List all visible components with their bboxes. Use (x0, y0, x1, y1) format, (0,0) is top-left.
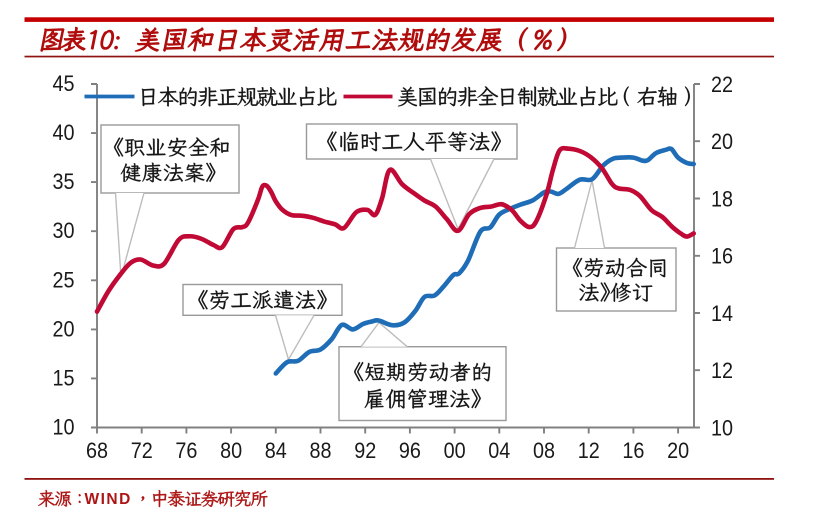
svg-text:04: 04 (488, 439, 510, 463)
svg-text:35: 35 (52, 170, 74, 194)
svg-text:22: 22 (711, 73, 733, 97)
svg-text:96: 96 (399, 439, 421, 463)
svg-text:WIND: WIND (85, 491, 132, 508)
svg-text:20: 20 (711, 130, 733, 154)
svg-text:68: 68 (86, 439, 108, 463)
svg-text:80: 80 (220, 439, 242, 463)
svg-text:00: 00 (444, 439, 466, 463)
svg-text:76: 76 (175, 439, 197, 463)
svg-text:18: 18 (711, 187, 733, 211)
svg-text:92: 92 (354, 439, 376, 463)
svg-text:08: 08 (533, 439, 555, 463)
svg-text:40: 40 (52, 121, 74, 145)
svg-text:12: 12 (578, 439, 600, 463)
svg-text:45: 45 (52, 72, 74, 96)
svg-text:20: 20 (667, 439, 689, 463)
svg-text:25: 25 (52, 268, 74, 292)
svg-text:12: 12 (711, 359, 733, 383)
svg-text:30: 30 (52, 219, 74, 243)
svg-text:10: 10 (52, 416, 74, 440)
svg-text:88: 88 (309, 439, 331, 463)
svg-text:20: 20 (52, 317, 74, 341)
svg-text:15: 15 (52, 366, 74, 390)
svg-text:10: 10 (711, 416, 733, 440)
svg-text:14: 14 (711, 302, 733, 326)
svg-text:72: 72 (131, 439, 153, 463)
svg-text:84: 84 (265, 439, 287, 463)
svg-text:16: 16 (711, 245, 733, 269)
svg-text:16: 16 (622, 439, 644, 463)
